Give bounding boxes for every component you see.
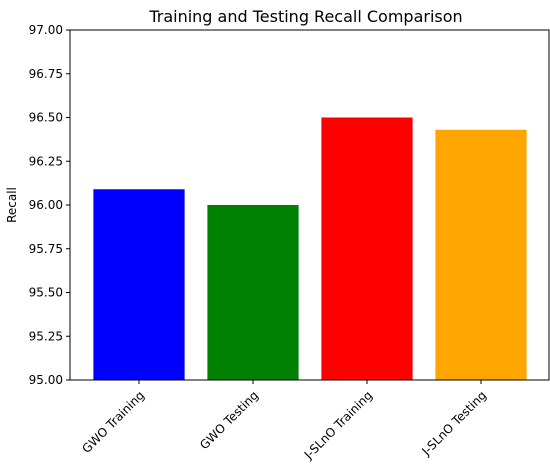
x-axis: GWO Training GWO Testing J-SLnO Training J-… xyxy=(79,380,489,462)
bar-j-slno-training xyxy=(321,117,413,380)
y-tick-label: 95.50 xyxy=(29,286,63,300)
bar-j-slno-testing xyxy=(435,129,527,380)
x-tick-label: GWO Training xyxy=(79,388,147,456)
y-axis: 95.00 95.25 95.50 95.75 96.00 96.25 96.50 96.75… xyxy=(29,23,70,387)
plot-frame xyxy=(69,29,550,381)
y-axis-label: Recall xyxy=(5,187,19,223)
x-tick-label: J-SLnO Testing xyxy=(419,388,490,459)
bar-gwo-testing xyxy=(207,205,299,380)
y-tick-label: 96.75 xyxy=(29,67,63,81)
x-tick-label: J-SLnO Training xyxy=(301,388,375,462)
y-tick-label: 96.25 xyxy=(29,154,63,168)
bars-group xyxy=(93,117,527,380)
chart-title: Training and Testing Recall Comparison xyxy=(148,7,462,26)
y-tick-label: 95.75 xyxy=(29,242,63,256)
x-tick-label: GWO Testing xyxy=(197,388,261,452)
y-tick-label: 95.00 xyxy=(29,373,63,387)
y-tick-label: 97.00 xyxy=(29,23,63,37)
bar-gwo-training xyxy=(93,189,185,380)
y-tick-label: 96.50 xyxy=(29,111,63,125)
y-tick-label: 95.25 xyxy=(29,329,63,343)
y-tick-label: 96.00 xyxy=(29,198,63,212)
